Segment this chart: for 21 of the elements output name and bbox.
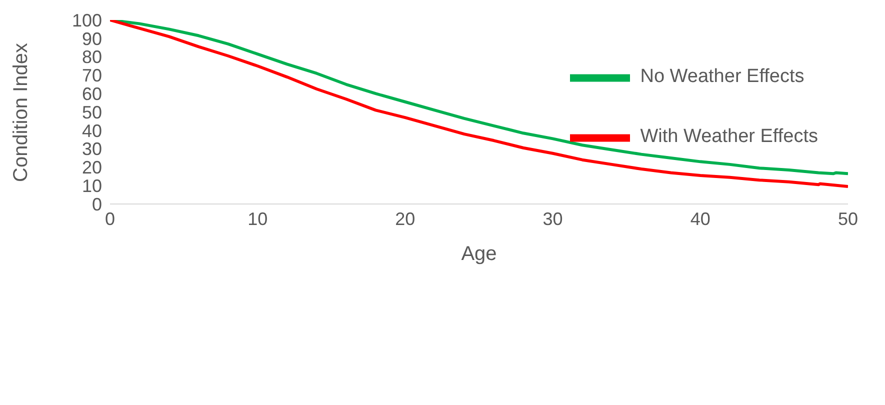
x-tick-label: 40 <box>690 208 710 229</box>
legend-label: With Weather Effects <box>640 126 818 148</box>
y-tick-label: 100 <box>72 10 102 30</box>
x-tick-label: 50 <box>838 208 858 229</box>
y-tick-label: 0 <box>92 194 102 214</box>
x-tick-label: 0 <box>104 208 116 229</box>
x-axis-title: Age <box>461 243 497 266</box>
y-tick-label: 20 <box>82 158 102 178</box>
y-axis-title: Condition Index <box>10 43 32 182</box>
y-tick-label: 10 <box>82 176 102 196</box>
x-tick-label: 20 <box>395 208 416 229</box>
x-tick-label: 10 <box>248 208 268 229</box>
y-tick-label: 60 <box>82 84 102 104</box>
y-tick-label: 40 <box>82 120 102 141</box>
y-tick-label: 80 <box>82 47 102 68</box>
x-tick-label: 30 <box>542 208 563 229</box>
legend-label: No Weather Effects <box>640 66 804 88</box>
y-tick-label: 50 <box>82 102 102 122</box>
y-tick-label: 30 <box>82 139 102 160</box>
y-tick-label: 70 <box>82 66 102 86</box>
y-tick-label: 90 <box>82 28 102 49</box>
